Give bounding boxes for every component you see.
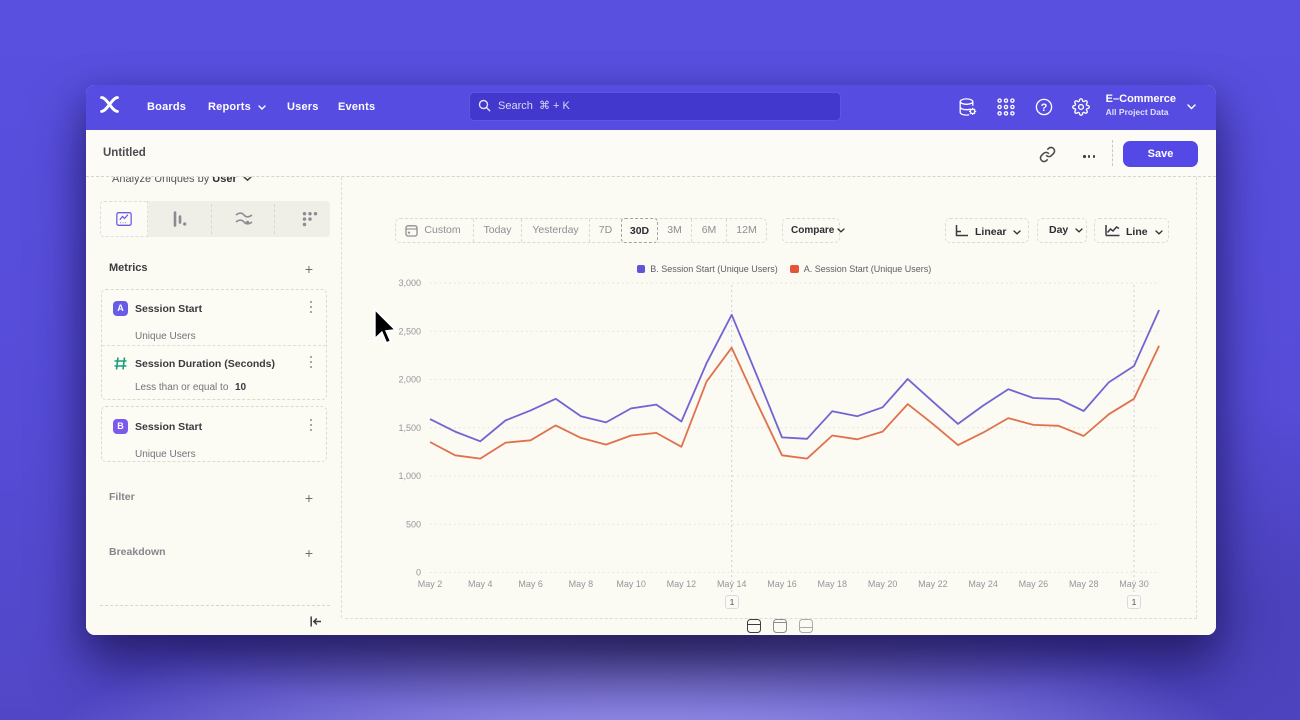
svg-text:May 4: May 4 <box>468 579 493 589</box>
svg-text:1,000: 1,000 <box>398 471 421 481</box>
svg-text:May 12: May 12 <box>667 579 697 589</box>
svg-text:May 16: May 16 <box>767 579 797 589</box>
svg-text:May 14: May 14 <box>717 579 747 589</box>
svg-text:0: 0 <box>416 568 421 578</box>
svg-text:May 2: May 2 <box>418 579 443 589</box>
svg-text:3,000: 3,000 <box>398 278 421 288</box>
svg-text:May 24: May 24 <box>968 579 998 589</box>
svg-text:May 10: May 10 <box>616 579 646 589</box>
svg-text:2,000: 2,000 <box>398 375 421 385</box>
svg-text:May 18: May 18 <box>818 579 848 589</box>
svg-text:May 30: May 30 <box>1119 579 1149 589</box>
svg-text:May 8: May 8 <box>569 579 594 589</box>
svg-text:2,500: 2,500 <box>398 326 421 336</box>
svg-text:May 28: May 28 <box>1069 579 1099 589</box>
svg-text:May 22: May 22 <box>918 579 948 589</box>
svg-text:May 6: May 6 <box>518 579 543 589</box>
svg-text:?: ? <box>1041 102 1048 114</box>
svg-text:1,500: 1,500 <box>398 423 421 433</box>
svg-text:500: 500 <box>406 519 421 529</box>
svg-text:May 20: May 20 <box>868 579 898 589</box>
svg-text:May 26: May 26 <box>1019 579 1049 589</box>
